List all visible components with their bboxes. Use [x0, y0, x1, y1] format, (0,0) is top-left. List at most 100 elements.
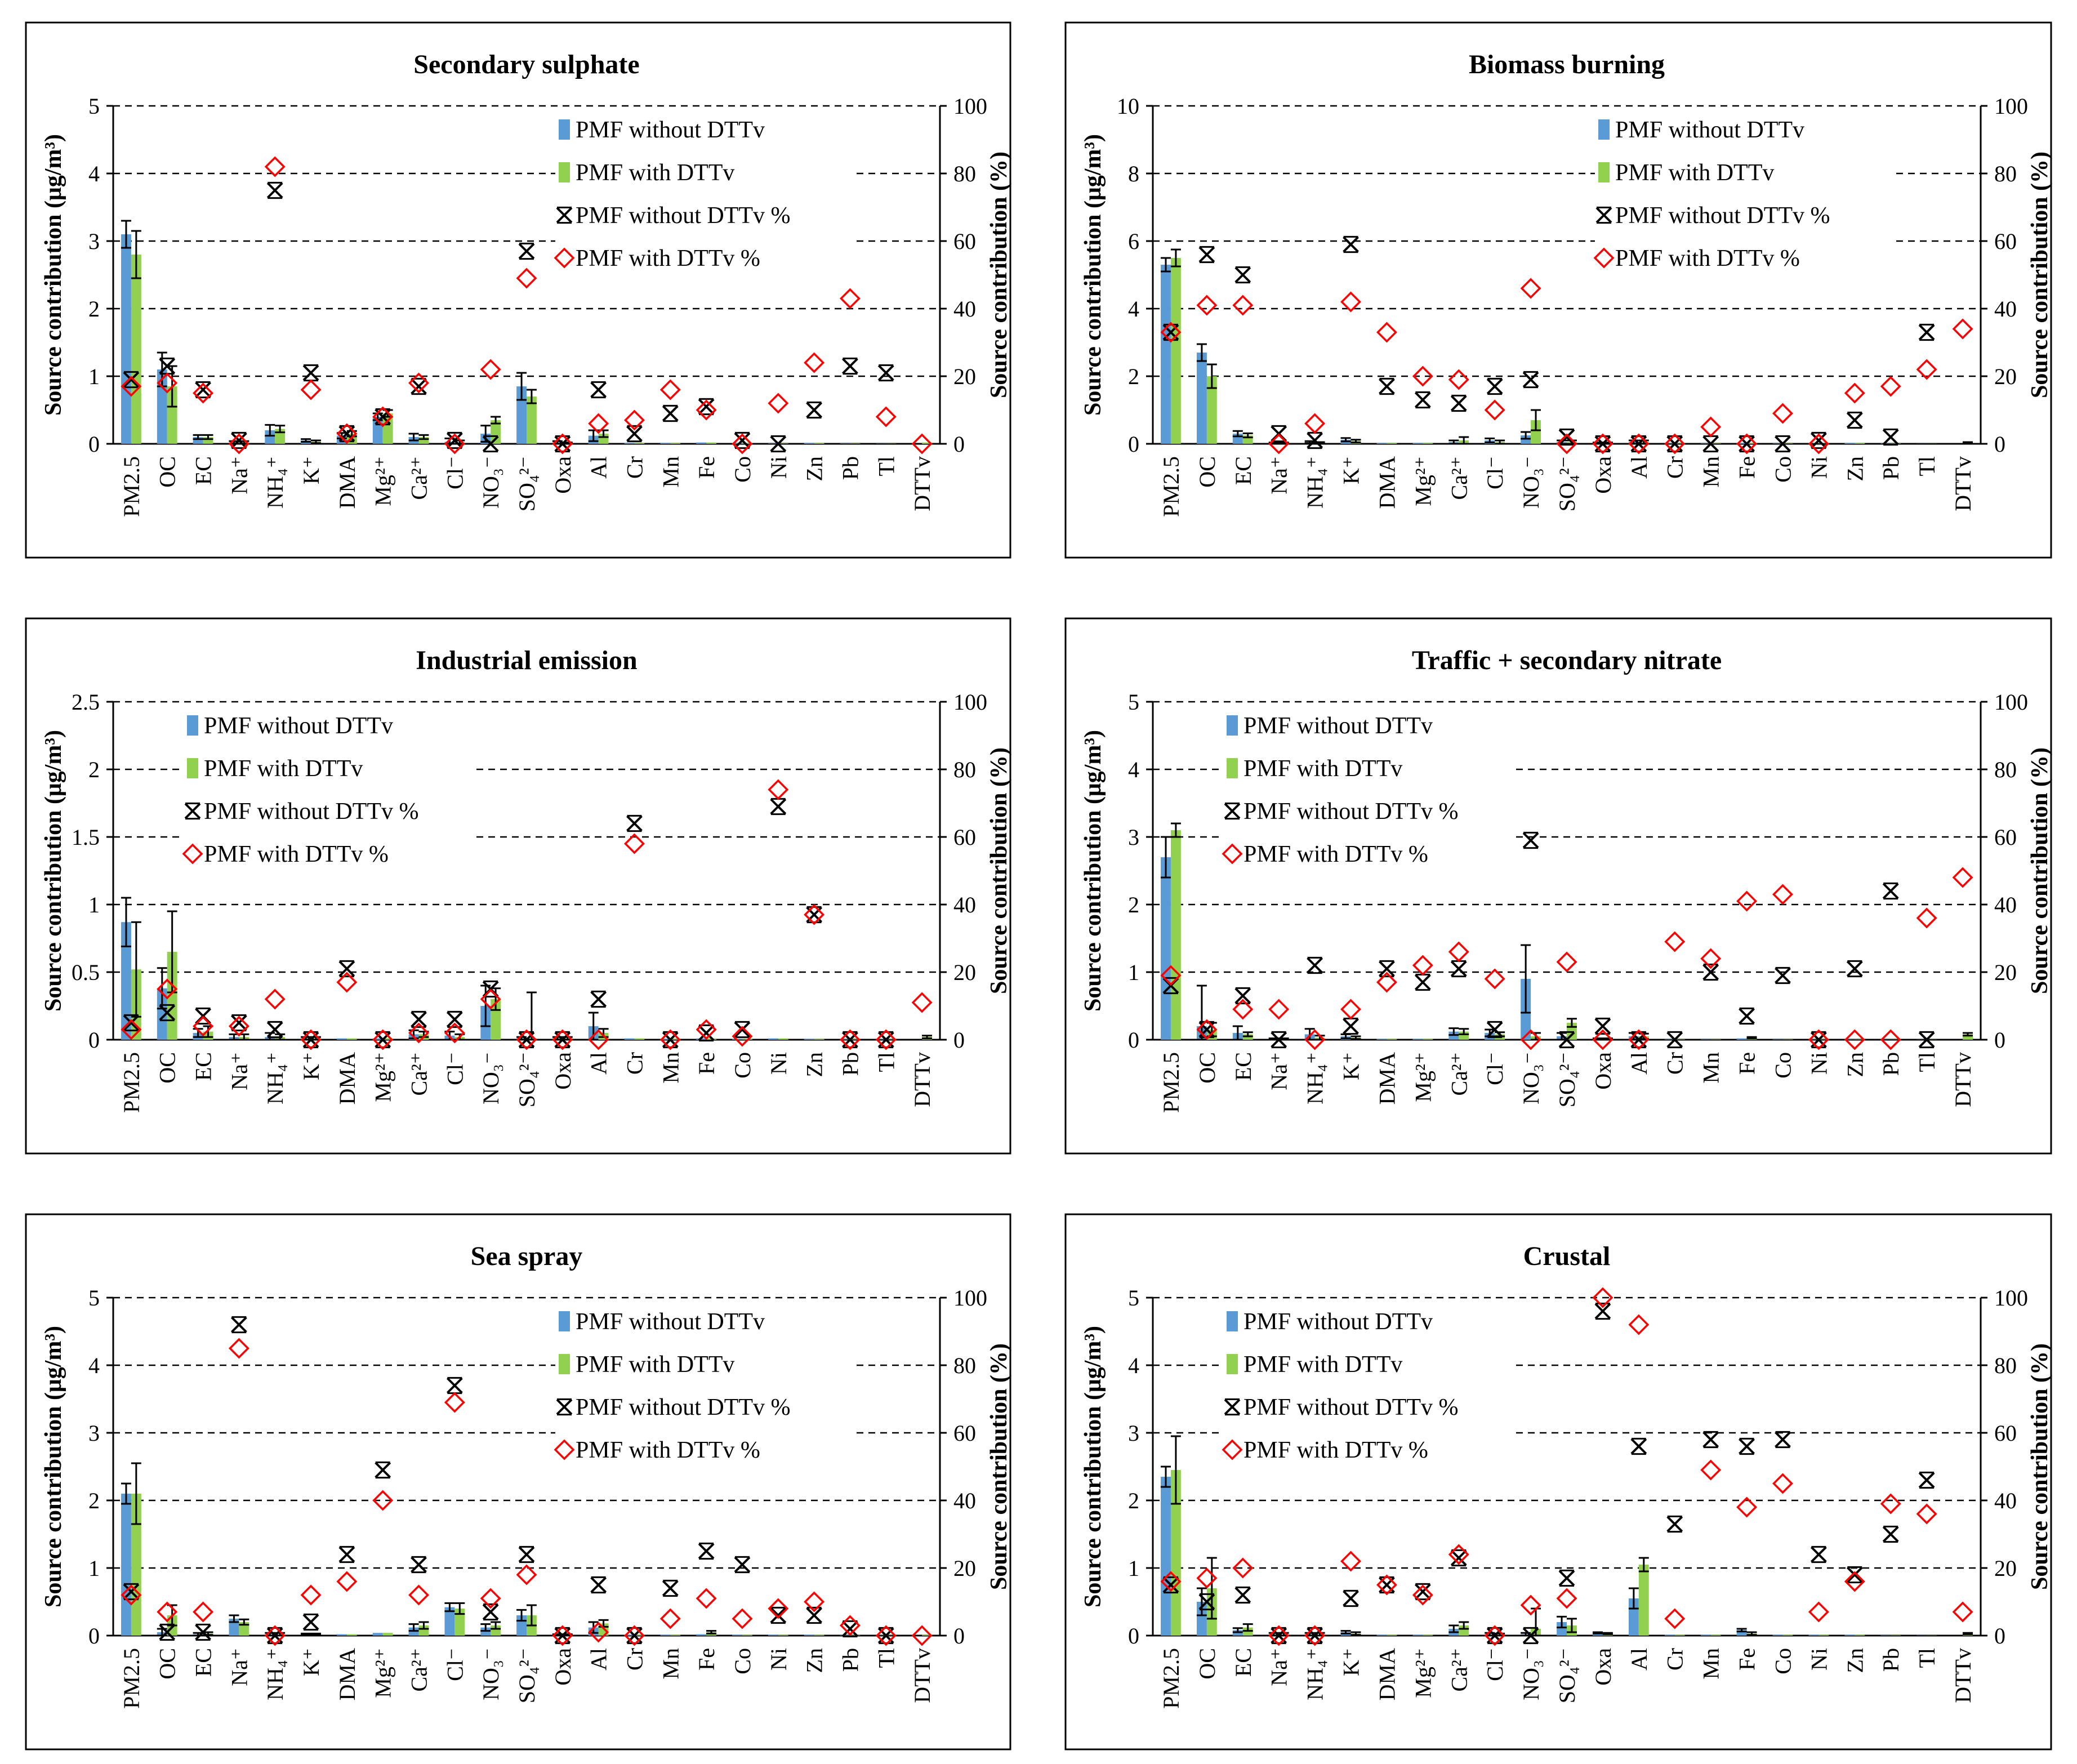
bar-without-dttv	[1880, 1635, 1891, 1636]
marker-with-dttv-pct	[1808, 1029, 1829, 1050]
legend-label-without-pct: PMF without DTTv %	[1615, 203, 1830, 229]
legend-swatch-with-pct	[1222, 843, 1243, 865]
x-tick-label: Cr	[1663, 1052, 1688, 1075]
x-tick-label: Ni	[1806, 1052, 1831, 1075]
marker-stroke	[1702, 964, 1719, 981]
x-tick-label: Co	[1770, 1052, 1795, 1079]
x-tick-label: DMA	[335, 1648, 360, 1700]
marker-without-dttv-pct	[302, 1613, 319, 1631]
marker-stroke	[734, 1021, 751, 1038]
y2-tick-label: 40	[1994, 1488, 2017, 1513]
x-tick-label: DTTv	[1950, 456, 1976, 511]
y-tick-label: 5	[1128, 1285, 1139, 1311]
marker-with-dttv-pct	[911, 992, 933, 1013]
legend: PMF without DTTv PMF with DTTv PMF without…	[1222, 713, 1459, 867]
x-tick-label: OC	[155, 1052, 180, 1084]
y-tick-label: 8	[1128, 161, 1139, 186]
marker-without-dttv-pct	[1198, 1593, 1215, 1611]
marker-without-dttv-pct	[1558, 428, 1575, 446]
bar-with-dttv	[382, 413, 393, 444]
x-tick-label: DTTv	[1950, 1052, 1976, 1107]
marker-without-dttv-pct	[698, 1542, 715, 1560]
legend-label-with-pct: PMF with DTTv %	[1615, 246, 1800, 271]
chart-title: Biomass burning	[1469, 50, 1665, 79]
marker-stroke	[1379, 960, 1395, 977]
x-tick-label: Oxa	[550, 1052, 576, 1090]
panel-border	[1064, 21, 2052, 559]
marker-with-dttv-pct	[264, 156, 286, 177]
bar-without-dttv	[1376, 1634, 1387, 1636]
x-tick-label: Fe	[694, 1648, 719, 1671]
marker-with-dttv-pct	[121, 376, 142, 397]
chart-title: Secondary sulphate	[413, 50, 639, 79]
marker-without-dttv-pct	[1414, 973, 1431, 991]
bar-without-dttv	[840, 1039, 850, 1040]
marker-with-dttv-pct	[732, 1026, 753, 1047]
x-tick-label: Mg²⁺	[1410, 1052, 1436, 1102]
y2-tick-label: 60	[953, 825, 976, 850]
bar-without-dttv	[1808, 1039, 1819, 1040]
marker-with-dttv-pct	[696, 399, 717, 421]
legend-label-without-pct: PMF without DTTv %	[576, 203, 791, 229]
marker-without-dttv-pct	[411, 1010, 427, 1028]
marker-with-dttv-pct	[1340, 291, 1361, 313]
marker-stroke	[1739, 1438, 1755, 1455]
marker-stroke	[1558, 429, 1575, 446]
marker-with-dttv-pct	[1484, 1625, 1505, 1646]
marker-stroke	[842, 358, 858, 375]
bar-without-dttv	[1808, 1634, 1819, 1636]
x-tick-label: OC	[1195, 1648, 1220, 1680]
marker-with-dttv-pct	[336, 972, 358, 993]
bar-without-dttv	[732, 1634, 742, 1636]
marker-without-dttv-pct	[1775, 1431, 1791, 1449]
marker-with-dttv-pct	[1340, 1551, 1361, 1572]
x-tick-label: Mn	[1699, 456, 1724, 488]
y2-axis-title: Source contribution (%)	[986, 1343, 1012, 1590]
marker-without-dttv-pct	[1522, 371, 1539, 389]
legend-swatch-without-pct	[184, 802, 201, 820]
marker-with-dttv-pct	[804, 904, 825, 925]
bar-without-dttv	[1412, 1634, 1423, 1636]
marker-stroke	[123, 1014, 140, 1031]
marker-without-dttv-pct	[1198, 246, 1215, 264]
marker-with-dttv-pct	[516, 268, 537, 289]
marker-stroke	[770, 435, 787, 452]
bar-without-dttv	[265, 430, 275, 444]
marker-with-dttv-pct	[1376, 972, 1397, 993]
marker-with-dttv-pct	[1736, 890, 1758, 912]
marker-with-dttv-pct	[1772, 1473, 1793, 1494]
marker-stroke	[1224, 1398, 1241, 1415]
marker-with-dttv-pct	[875, 1029, 897, 1050]
legend-swatch-without-pct	[556, 206, 573, 224]
bar-without-dttv	[1664, 1039, 1675, 1040]
x-tick-label: Co	[730, 1052, 755, 1079]
marker-with-dttv-pct	[1700, 948, 1722, 969]
x-tick-label: Cl⁻	[1482, 1052, 1508, 1085]
marker-without-dttv-pct	[446, 1010, 463, 1028]
bar-with-dttv	[1819, 1039, 1829, 1040]
marker-with-dttv-pct	[1448, 369, 1469, 390]
x-tick-label: Na⁺	[1267, 1052, 1292, 1090]
bar-without-dttv	[624, 443, 635, 444]
marker-stroke	[1234, 266, 1251, 283]
bar-without-dttv	[1557, 1622, 1567, 1636]
x-tick-label: SO₄²⁻	[1554, 1648, 1580, 1703]
marker-with-dttv-pct	[911, 1625, 933, 1646]
marker-with-dttv-pct	[157, 372, 178, 394]
marker-stroke	[1343, 236, 1359, 253]
y-axis-title: Source contribution (μg/m³)	[1080, 730, 1106, 1012]
marker-stroke	[266, 1021, 283, 1038]
x-tick-label: Zn	[1842, 456, 1867, 481]
legend-label-with-pct: PMF with DTTv %	[576, 1437, 760, 1463]
bar-with-dttv	[1782, 1634, 1793, 1636]
marker-with-dttv-pct	[1232, 1557, 1254, 1579]
x-tick-label: EC	[191, 1648, 216, 1677]
x-tick-label: Cl⁻	[1482, 456, 1508, 489]
x-tick-label: OC	[155, 456, 180, 488]
legend-swatch-with	[1598, 162, 1610, 182]
marker-without-dttv-pct	[1846, 1566, 1863, 1584]
x-tick-label: Fe	[1735, 1052, 1760, 1075]
marker-stroke	[1522, 1627, 1539, 1644]
x-tick-label: Ca²⁺	[1446, 1648, 1472, 1692]
y-tick-label: 10	[1117, 93, 1139, 119]
